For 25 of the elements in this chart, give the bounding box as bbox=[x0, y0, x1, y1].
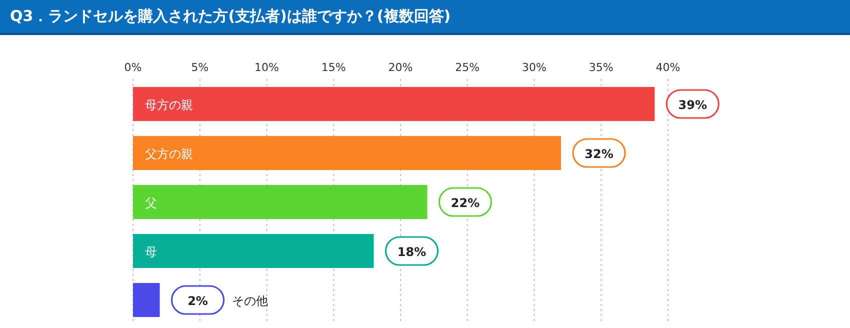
x-tick-label: 0% bbox=[124, 61, 142, 74]
y-tick-label: 母方の親 bbox=[145, 98, 193, 112]
y-tick-label: 父方の親 bbox=[145, 147, 193, 161]
y-tick-label: その他 bbox=[232, 294, 268, 308]
bar bbox=[133, 136, 561, 170]
data-label: 39% bbox=[678, 98, 707, 112]
data-label: 22% bbox=[450, 196, 480, 210]
x-tick-label: 40% bbox=[656, 61, 680, 74]
data-label: 18% bbox=[397, 245, 426, 259]
y-tick-label: 母 bbox=[145, 245, 157, 259]
bar bbox=[133, 185, 428, 219]
data-label: 2% bbox=[188, 294, 208, 308]
chart-title: Q3．ランドセルを購入された方(支払者)は誰ですか？(複数回答) bbox=[0, 0, 850, 35]
bar bbox=[133, 87, 655, 121]
x-tick-label: 10% bbox=[254, 61, 279, 74]
bar bbox=[133, 234, 374, 268]
x-tick-label: 30% bbox=[522, 61, 546, 74]
bar bbox=[133, 283, 160, 317]
x-tick-label: 35% bbox=[588, 61, 614, 74]
y-tick-label: 父 bbox=[145, 196, 157, 210]
x-tick-label: 20% bbox=[388, 61, 413, 74]
data-label: 32% bbox=[584, 147, 614, 161]
x-tick-label: 5% bbox=[191, 61, 209, 74]
x-tick-label: 25% bbox=[455, 61, 480, 74]
x-tick-label: 15% bbox=[321, 61, 346, 74]
